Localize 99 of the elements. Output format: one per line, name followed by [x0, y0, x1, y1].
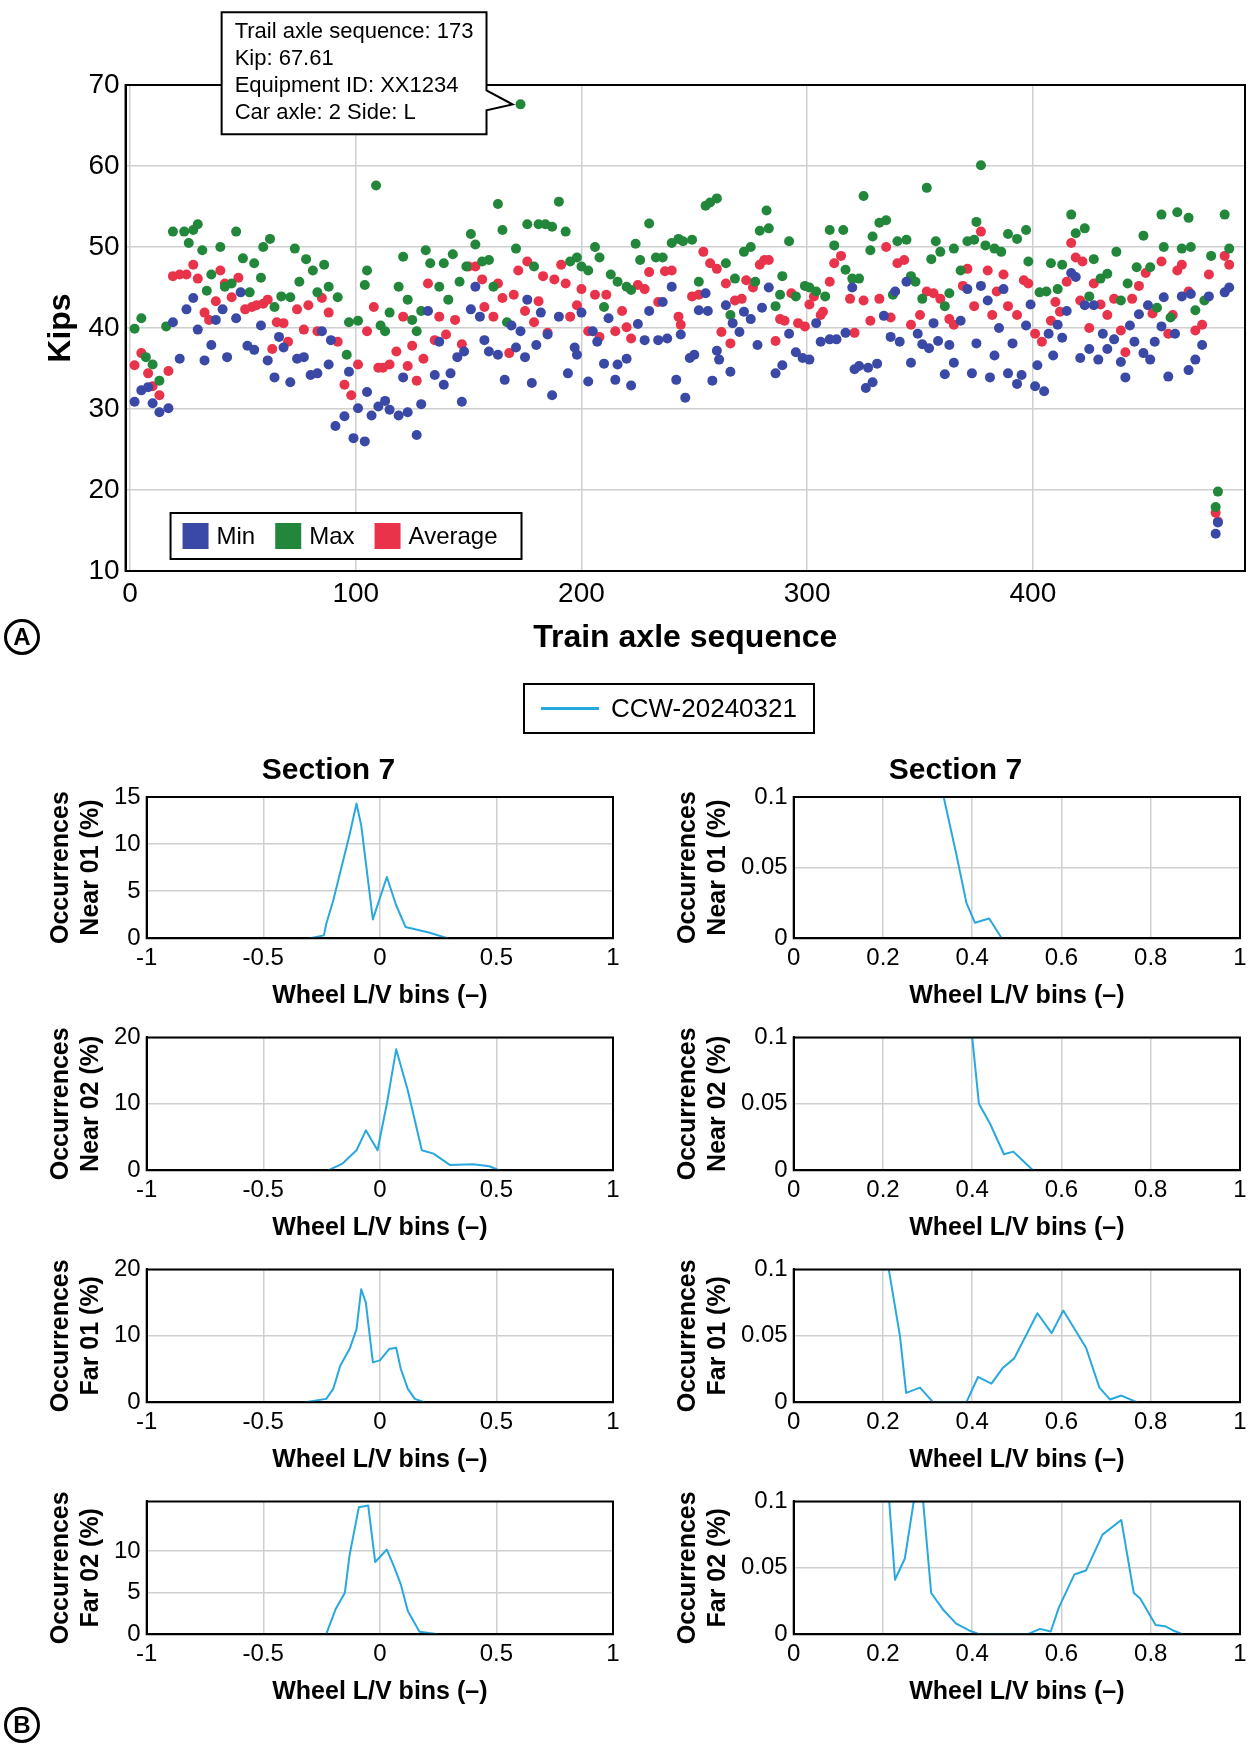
- x-tick-label: 0.6: [1044, 1639, 1079, 1667]
- x-tick-label: 1: [1233, 1639, 1247, 1667]
- y-tick-label: 10: [113, 828, 141, 856]
- x-tick-label: 1: [606, 1639, 620, 1667]
- x-tick-label: 0.2: [866, 1175, 900, 1203]
- y-tick-label: 0: [774, 1386, 788, 1414]
- y-tick-label: 70: [88, 67, 120, 99]
- y-tick-label: 60: [88, 148, 120, 180]
- y-tick-label: 0: [127, 922, 141, 950]
- x-tick-label: 0.4: [955, 1175, 989, 1203]
- x-axis-title: Train axle sequence: [533, 617, 838, 654]
- x-tick-label: 1: [1233, 1407, 1247, 1435]
- y-axis-title: Occurrences Far 02 (%): [44, 1491, 103, 1645]
- y-tick-label: 15: [113, 781, 141, 809]
- y-axis-title: Kips: [41, 293, 78, 363]
- y-tick-label: 0: [774, 1618, 788, 1646]
- x-tick-label: 0.2: [866, 1639, 900, 1667]
- y-tick-label: 5: [127, 1577, 141, 1605]
- x-tick-label: 0: [373, 1639, 387, 1667]
- y-tick-label: 10: [113, 1088, 141, 1116]
- y-tick-label: 0.05: [740, 852, 788, 880]
- x-tick-label: 0.4: [955, 943, 989, 971]
- x-tick-label: 300: [783, 576, 831, 608]
- x-axis-title: Wheel L/V bins (–): [272, 1211, 488, 1240]
- y-tick-label: 10: [113, 1320, 141, 1348]
- y-tick-label: 0.05: [740, 1088, 788, 1116]
- x-tick-label: 0.8: [1134, 1175, 1168, 1203]
- x-tick-label: 0.2: [866, 1407, 900, 1435]
- x-axis-title: Wheel L/V bins (–): [909, 1443, 1125, 1472]
- x-tick-label: 0.6: [1044, 943, 1079, 971]
- y-tick-label: 0.1: [754, 1022, 788, 1050]
- x-tick-label: 0: [373, 1407, 387, 1435]
- x-tick-label: 0.6: [1044, 1175, 1079, 1203]
- x-tick-label: 1: [1233, 943, 1247, 971]
- y-tick-label: 0.05: [740, 1552, 788, 1580]
- x-axis-title: Wheel L/V bins (–): [272, 979, 488, 1008]
- x-tick-label: 0.5: [479, 1639, 514, 1667]
- x-tick-label: 0: [373, 1175, 387, 1203]
- x-tick-label: 0.5: [479, 1407, 514, 1435]
- y-tick-label: 10: [113, 1535, 141, 1563]
- text: A: [4, 619, 40, 655]
- y-tick-label: 0.05: [740, 1320, 788, 1348]
- y-tick-label: 0: [127, 1386, 141, 1414]
- y-tick-label: 5: [127, 875, 141, 903]
- y-tick-label: 0: [774, 1154, 788, 1182]
- y-tick-label: 10: [88, 553, 120, 585]
- chart-title: Section 7: [888, 752, 1023, 786]
- x-tick-label: 1: [606, 1407, 620, 1435]
- x-tick-label: 400: [1009, 576, 1057, 608]
- x-tick-label: 100: [332, 576, 380, 608]
- legend-label: CCW-20240321: [611, 693, 797, 724]
- x-tick-label: 0.8: [1134, 943, 1168, 971]
- y-tick-label: 0: [774, 922, 788, 950]
- x-tick-label: -0.5: [242, 1639, 284, 1667]
- x-tick-label: 0.4: [955, 1639, 989, 1667]
- y-tick-label: 40: [88, 310, 120, 342]
- legend-label: Max: [309, 521, 355, 549]
- x-tick-label: 1: [606, 1175, 620, 1203]
- x-tick-label: 0.6: [1044, 1407, 1079, 1435]
- y-axis-title: Occurrences Near 02 (%): [671, 1027, 730, 1181]
- x-axis-title: Wheel L/V bins (–): [272, 1675, 488, 1704]
- y-axis-title: Occurrences Far 01 (%): [671, 1259, 730, 1413]
- x-tick-label: -0.5: [242, 1407, 284, 1435]
- annotation: Trail axle sequence: 173 Kip: 67.61 Equipment ID: XX1234 Car axle: 2 Side: L: [234, 18, 474, 125]
- x-tick-label: 1: [1233, 1175, 1247, 1203]
- x-tick-label: 0.4: [955, 1407, 989, 1435]
- y-tick-label: 0.1: [754, 781, 788, 809]
- x-tick-label: 0.8: [1134, 1639, 1168, 1667]
- x-axis-title: Wheel L/V bins (–): [272, 1443, 488, 1472]
- y-tick-label: 0.1: [754, 1254, 788, 1282]
- x-tick-label: 200: [558, 576, 605, 608]
- y-tick-label: 50: [88, 229, 120, 261]
- y-tick-label: 0: [127, 1154, 141, 1182]
- x-tick-label: 0: [373, 943, 387, 971]
- y-tick-label: 20: [88, 472, 120, 504]
- x-tick-label: 0.8: [1134, 1407, 1168, 1435]
- y-axis-title: Occurrences Near 01 (%): [44, 791, 103, 945]
- text: B: [4, 1707, 40, 1743]
- x-tick-label: 1: [606, 943, 620, 971]
- x-axis-title: Wheel L/V bins (–): [909, 979, 1125, 1008]
- x-tick-label: 0.5: [479, 1175, 514, 1203]
- y-tick-label: 0: [127, 1618, 141, 1646]
- legend-label: Average: [408, 521, 498, 549]
- x-axis-title: Wheel L/V bins (–): [909, 1211, 1125, 1240]
- x-axis-title: Wheel L/V bins (–): [909, 1675, 1125, 1704]
- y-tick-label: 20: [113, 1254, 141, 1282]
- y-tick-label: 20: [113, 1022, 141, 1050]
- y-tick-label: 0.1: [754, 1486, 788, 1514]
- y-axis-title: Occurrences Far 01 (%): [44, 1259, 103, 1413]
- x-tick-label: 0.2: [866, 943, 900, 971]
- y-axis-title: Occurrences Near 02 (%): [44, 1027, 103, 1181]
- chart-title: Section 7: [261, 752, 396, 786]
- x-tick-label: 0.5: [479, 943, 514, 971]
- y-axis-title: Occurrences Far 02 (%): [671, 1491, 730, 1645]
- legend-label: Min: [216, 521, 256, 549]
- x-tick-label: -0.5: [242, 1175, 284, 1203]
- y-tick-label: 30: [88, 391, 120, 423]
- x-tick-label: -0.5: [242, 943, 284, 971]
- y-axis-title: Occurrences Near 01 (%): [671, 791, 730, 945]
